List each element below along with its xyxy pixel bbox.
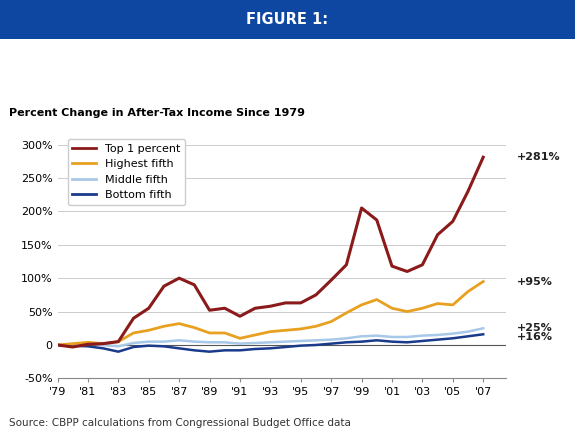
Text: +25%: +25% (517, 323, 553, 333)
Text: +95%: +95% (517, 276, 553, 286)
Text: Source: CBPP calculations from Congressional Budget Office data: Source: CBPP calculations from Congressi… (9, 418, 351, 428)
Text: +16%: +16% (517, 332, 553, 342)
Bar (0, 0, 575, 39)
Legend: Top 1 percent, Highest fifth, Middle fifth, Bottom fifth: Top 1 percent, Highest fifth, Middle fif… (67, 139, 185, 205)
Text: FIGURE 1:: FIGURE 1: (247, 12, 328, 27)
Text: +281%: +281% (517, 152, 560, 162)
Text: Percent Change in After-Tax Income Since 1979: Percent Change in After-Tax Income Since… (9, 108, 305, 118)
Text: Low- and Middle-Income Households: Low- and Middle-Income Households (131, 95, 444, 110)
Text: Income Gains at the Top Dwarf Those of: Income Gains at the Top Dwarf Those of (116, 49, 459, 64)
